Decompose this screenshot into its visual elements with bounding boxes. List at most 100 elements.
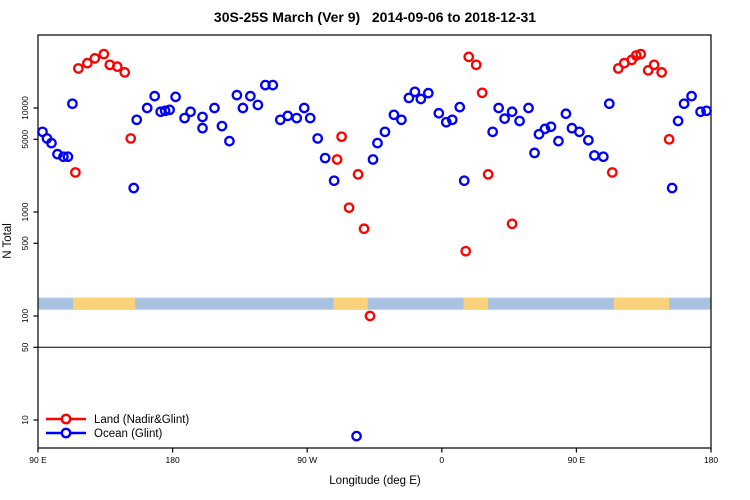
ocean-data-point — [267, 79, 279, 91]
land-data-point — [73, 63, 84, 74]
ocean-data-point — [141, 102, 153, 114]
ocean-data-point — [231, 89, 243, 101]
y-tick-label: 10000 — [20, 96, 30, 120]
ocean-data-point — [328, 175, 340, 187]
land-data-point — [352, 169, 364, 180]
y-tick-label: 50 — [20, 342, 30, 352]
ocean-data-point — [666, 182, 678, 194]
land-ocean-strip — [38, 297, 711, 310]
ocean-data-point — [170, 91, 181, 103]
ocean-data-point — [403, 92, 415, 104]
ocean-data-point — [197, 122, 208, 134]
ocean-data-point — [312, 133, 324, 144]
ocean-data-point — [67, 98, 78, 110]
legend-ocean-marker-icon — [60, 427, 72, 439]
y-tick-label: 10 — [20, 415, 30, 425]
y-axis-label: N Total — [2, 223, 14, 259]
ocean-data-point — [224, 135, 235, 147]
ocean-data-point — [185, 106, 196, 118]
land-data-point — [89, 53, 101, 64]
land-data-point — [656, 67, 667, 78]
ocean-data-point — [149, 90, 161, 102]
x-tick-label: 0 — [439, 455, 444, 465]
land-data-point — [463, 51, 475, 63]
land-data-point — [111, 61, 123, 72]
ocean-data-point — [695, 106, 706, 118]
ocean-data-point — [415, 93, 427, 105]
legend: Land (Nadir&Glint) Ocean (Glint) — [46, 413, 189, 440]
ocean-data-point — [197, 111, 208, 123]
land-data-point — [119, 67, 131, 78]
axes: 90 E 180 90 W 0 90 E 180 10 50 100 500 1000 5000 100… — [20, 34, 718, 465]
land-data-point — [358, 223, 370, 235]
x-tick-label: 90 W — [297, 455, 317, 465]
land-data-point — [331, 154, 343, 165]
x-tick-label: 180 — [166, 455, 180, 465]
land-data-point — [648, 59, 660, 71]
ocean-data-point — [422, 87, 434, 99]
legend-ocean-label: Ocean (Glint) — [94, 428, 163, 440]
ocean-data-point — [686, 90, 697, 102]
land-data-point — [364, 310, 376, 322]
series-land-points — [70, 48, 675, 322]
series-ocean-points — [37, 79, 712, 442]
y-tick-label: 5000 — [20, 130, 30, 149]
land-data-point — [606, 167, 618, 178]
ocean-data-point — [388, 109, 400, 121]
x-axis-label: Longitude (deg E) — [329, 475, 421, 487]
x-tick-label: 90 E — [29, 455, 47, 465]
ocean-data-point — [514, 115, 525, 127]
ocean-data-point — [454, 101, 466, 113]
plot-box — [37, 34, 712, 449]
ocean-data-point — [487, 126, 498, 138]
ocean-data-point — [499, 113, 510, 124]
ocean-data-point — [52, 148, 63, 160]
ocean-data-point — [545, 121, 557, 133]
strip-land-segment — [73, 297, 136, 310]
ocean-data-point — [506, 106, 518, 118]
ocean-data-point — [252, 99, 264, 111]
x-tick-label: 90 E — [568, 455, 586, 465]
land-data-point — [663, 133, 675, 145]
land-data-point — [98, 48, 110, 60]
ocean-data-point — [523, 102, 534, 114]
strip-land-segment — [613, 297, 670, 310]
ocean-data-point — [209, 102, 220, 114]
strip-ocean-segment — [38, 297, 711, 310]
land-data-point — [125, 133, 137, 144]
ocean-data-point — [159, 105, 171, 117]
legend-land-label: Land (Nadir&Glint) — [94, 414, 189, 426]
ocean-data-point — [672, 115, 684, 127]
land-data-point — [612, 63, 624, 74]
ocean-data-point — [237, 102, 249, 114]
ocean-data-point — [62, 151, 74, 163]
ocean-data-point — [458, 175, 470, 187]
ocean-data-point — [603, 98, 615, 110]
ocean-data-point — [128, 182, 140, 194]
legend-land-marker-icon — [60, 413, 72, 425]
ocean-data-point — [304, 112, 316, 124]
ocean-data-point — [597, 151, 609, 163]
ocean-data-point — [560, 108, 572, 120]
ocean-data-point — [245, 90, 256, 102]
ocean-data-point — [396, 114, 407, 126]
ocean-data-point — [701, 105, 712, 117]
ocean-data-point — [179, 112, 190, 124]
ocean-data-point — [533, 128, 545, 140]
y-tick-label: 1000 — [20, 202, 30, 221]
strip-land-segment — [333, 297, 368, 310]
x-tick-label: 180 — [704, 455, 718, 465]
ocean-data-point — [493, 102, 504, 114]
y-tick-label: 100 — [20, 309, 30, 323]
ocean-data-point — [539, 123, 551, 135]
ocean-data-point — [282, 110, 294, 122]
ocean-data-point — [319, 152, 331, 164]
ocean-data-point — [440, 116, 452, 128]
ocean-data-point — [298, 102, 310, 114]
ocean-data-point — [379, 126, 391, 138]
ocean-data-point — [433, 107, 445, 119]
land-data-point — [482, 169, 494, 180]
land-data-point — [476, 87, 488, 99]
